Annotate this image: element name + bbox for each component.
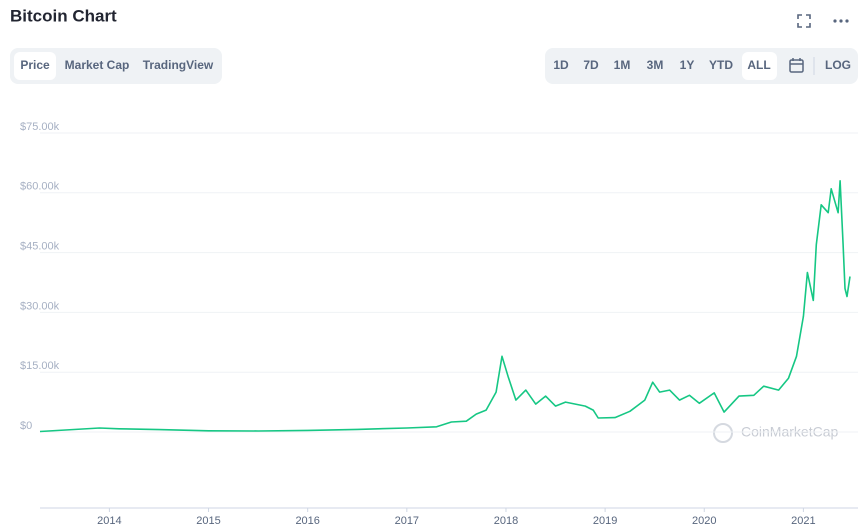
active-range: [742, 52, 777, 80]
range-button[interactable]: 3M: [647, 58, 664, 72]
range-button[interactable]: 7D: [583, 58, 599, 72]
x-tick-label: 2017: [395, 515, 419, 527]
more-icon[interactable]: [833, 19, 849, 23]
y-tick-label: $45.00k: [20, 241, 60, 253]
calendar-icon[interactable]: [789, 58, 804, 73]
range-button[interactable]: 1M: [614, 58, 631, 72]
tab[interactable]: Market Cap: [65, 58, 130, 72]
y-tick-label: $60.00k: [20, 181, 60, 193]
tab[interactable]: Price: [20, 58, 50, 72]
x-tick-label: 2015: [196, 515, 220, 527]
log-button[interactable]: LOG: [825, 58, 851, 72]
x-tick-label: 2018: [494, 515, 518, 527]
range-button[interactable]: 1D: [553, 58, 569, 72]
tab[interactable]: TradingView: [143, 58, 214, 72]
price-line: [39, 180, 851, 433]
range-button[interactable]: ALL: [747, 58, 770, 72]
y-tick-label: $0: [20, 420, 32, 432]
watermark-logo: [713, 423, 733, 443]
y-tick-label: $30.00k: [20, 300, 60, 312]
range-button[interactable]: YTD: [709, 58, 733, 72]
y-tick-label: $75.00k: [20, 121, 60, 133]
x-tick-label: 2019: [593, 515, 617, 527]
x-tick-label: 2016: [295, 515, 319, 527]
y-tick-label: $15.00k: [20, 360, 60, 372]
title: Bitcoin Chart: [10, 6, 117, 25]
x-tick-label: 2020: [692, 515, 716, 527]
x-tick-label: 2014: [97, 515, 121, 527]
range-group: [545, 48, 858, 84]
fullscreen-icon[interactable]: [797, 14, 811, 28]
range-button[interactable]: 1Y: [680, 58, 695, 72]
x-tick-label: 2021: [791, 515, 815, 527]
tab-group: [10, 48, 222, 84]
active-tab: [14, 52, 56, 80]
